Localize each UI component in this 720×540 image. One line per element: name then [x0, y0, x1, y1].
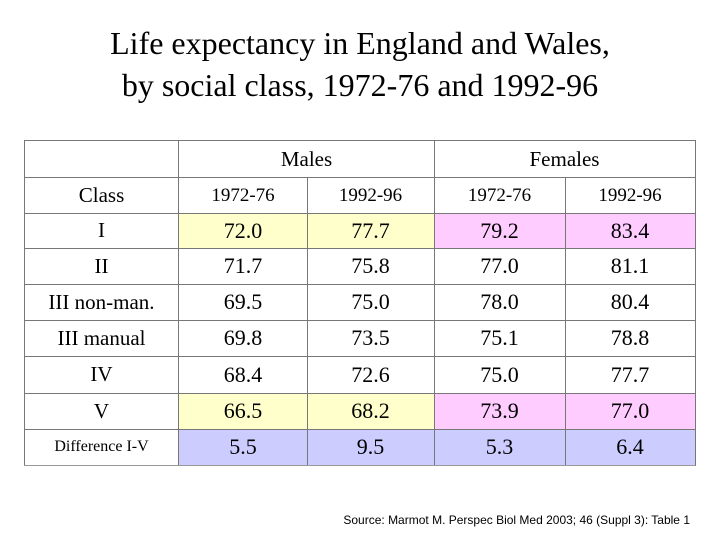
table-cell: 5.5: [229, 434, 257, 459]
row-label: III non-man.: [48, 289, 155, 314]
table-cell: 77.0: [480, 253, 519, 278]
table-cell: 80.4: [610, 289, 650, 314]
row-label: III manual: [57, 325, 146, 350]
table-cell: 69.8: [223, 325, 263, 350]
highlight-males-row-6: [179, 393, 434, 429]
table-cell: 72.0: [223, 217, 263, 243]
column-header-row: Class 1972-76 1992-96 1972-76 1992-96: [24, 178, 695, 213]
highlight-females-row-6: [434, 393, 695, 429]
title-line-1: Life expectancy in England and Wales,: [110, 25, 610, 61]
table-cell: 66.5: [223, 398, 263, 423]
table-cell: 75.0: [351, 289, 390, 314]
table-cell: 68.4: [223, 361, 263, 387]
grid-line: [307, 177, 308, 465]
column-header-males-1972: 1972-76: [211, 184, 275, 206]
group-header-row: Males Females: [24, 141, 695, 178]
table-row: II 71.7 75.8 77.0 81.1: [24, 248, 695, 284]
group-header-males: Males: [280, 147, 333, 171]
row-label: IV: [90, 362, 113, 386]
grid-line: [24, 356, 695, 357]
column-header-class: Class: [78, 183, 125, 207]
table-row: IV 68.4 72.6 75.0 77.7: [24, 356, 695, 393]
grid-line: [24, 284, 695, 285]
table-row: I 72.0 77.7 79.2 83.4: [24, 213, 695, 248]
grid-line: [24, 429, 695, 430]
grid-line: [24, 213, 695, 214]
table-cell: 81.1: [610, 253, 650, 278]
column-header-males-1992: 1992-96: [338, 184, 403, 206]
table-cell: 75.0: [480, 361, 519, 387]
table-cell: 78.0: [480, 289, 519, 314]
grid-line: [178, 141, 179, 465]
table-cell: 75.1: [480, 325, 519, 350]
row-label: I: [98, 218, 105, 242]
table-cell: 73.9: [480, 398, 519, 423]
table-cell: 72.6: [351, 361, 390, 387]
table-cell: 83.4: [610, 217, 650, 243]
table-cell: 69.5: [223, 289, 263, 314]
column-header-females-1992: 1992-96: [598, 184, 662, 206]
highlight-males-row-1: [179, 213, 434, 248]
table-cell: 77.7: [610, 361, 650, 387]
table-cell: 79.2: [480, 217, 519, 243]
grid-line: [24, 393, 695, 394]
difference-row: Difference I-V 5.5 9.5 5.3 6.4: [24, 429, 695, 465]
highlight-difference-row: [179, 429, 695, 465]
table-cell: 5.3: [485, 434, 514, 459]
grid-line: [565, 177, 566, 465]
source-note: Source: Marmot M. Perspec Biol Med 2003;…: [343, 513, 690, 527]
table-cell: 6.4: [616, 434, 644, 459]
grid-line: [24, 177, 695, 178]
table-row: V 66.5 68.2 73.9 77.0: [24, 393, 695, 429]
highlight-females-row-1: [434, 213, 695, 248]
table-cell: 68.2: [351, 398, 390, 423]
grid-line: [24, 248, 695, 249]
grid-line: [24, 320, 695, 321]
table-cell: 78.8: [610, 325, 650, 350]
column-header-females-1972: 1972-76: [467, 184, 532, 206]
table-row: III non-man. 69.5 75.0 78.0 80.4: [24, 284, 695, 320]
row-label: II: [94, 253, 109, 278]
table-cell: 77.0: [610, 398, 650, 423]
table-cell: 73.5: [351, 325, 390, 350]
grid-line: [24, 141, 25, 465]
group-header-females: Females: [529, 147, 600, 171]
table-cell: 71.7: [223, 253, 263, 278]
title-line-2: by social class, 1972-76 and 1992-96: [121, 67, 599, 103]
table-cell: 77.7: [351, 217, 390, 243]
table-cell: 9.5: [356, 434, 385, 459]
row-label: V: [93, 398, 110, 423]
grid-line: [434, 141, 435, 465]
table-row: III manual 69.8 73.5 75.1 78.8: [24, 320, 695, 356]
table-cell: 75.8: [351, 253, 390, 278]
life-expectancy-table: Males Females Class 1972-76 1992-96 1972…: [24, 140, 696, 466]
row-label: Difference I-V: [54, 438, 149, 455]
page-title: Life expectancy in England and Wales, by…: [0, 22, 720, 106]
